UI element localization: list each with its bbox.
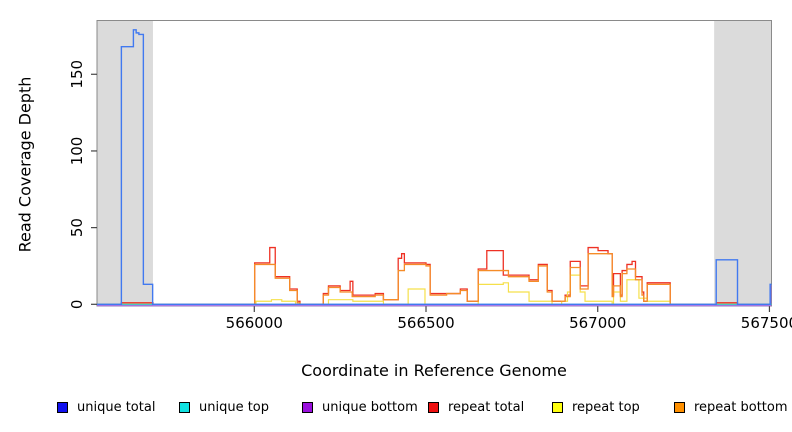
y-axis-title: Read Coverage Depth	[15, 76, 35, 253]
unique-total-swatch-icon	[57, 401, 68, 413]
repeat-total-swatch-icon	[428, 401, 439, 413]
legend-item-unique-top: unique top	[179, 398, 269, 416]
legend-item-unique-bottom: unique bottom	[302, 398, 418, 416]
legend-label: repeat bottom	[694, 399, 788, 415]
repeat-top-swatch-icon	[552, 401, 563, 413]
y-tick-label: 0	[68, 300, 86, 310]
legend-label: unique bottom	[322, 399, 418, 415]
unique-top-swatch-icon	[179, 401, 190, 413]
x-axis-title: Coordinate in Reference Genome	[301, 361, 567, 380]
legend-item-repeat-top: repeat top	[552, 398, 640, 416]
series-line-unique-total	[97, 29, 772, 305]
y-tick-label: 50	[68, 218, 86, 237]
legend-label: repeat top	[572, 399, 640, 415]
legend-label: unique total	[77, 399, 156, 415]
left-repeat-band	[97, 20, 153, 306]
legend-item-unique-total: unique total	[57, 398, 155, 416]
legend: unique total unique top unique bottom re…	[0, 398, 792, 420]
series-line-repeat-bottom	[97, 253, 772, 305]
legend-label: unique top	[199, 399, 270, 415]
y-tick-label: 100	[68, 137, 86, 166]
legend-item-repeat-bottom: repeat bottom	[674, 398, 788, 416]
x-tick-label: 566000	[226, 314, 283, 332]
unique-bottom-swatch-icon	[302, 401, 313, 413]
repeat-bottom-swatch-icon	[674, 401, 685, 413]
right-repeat-band	[714, 20, 772, 306]
legend-item-repeat-total: repeat total	[428, 398, 524, 416]
legend-label: repeat total	[448, 399, 525, 415]
x-tick-label: 567000	[569, 314, 626, 332]
x-tick-label: 566500	[397, 314, 454, 332]
y-tick-label: 150	[68, 60, 86, 89]
plot-box	[96, 20, 772, 307]
